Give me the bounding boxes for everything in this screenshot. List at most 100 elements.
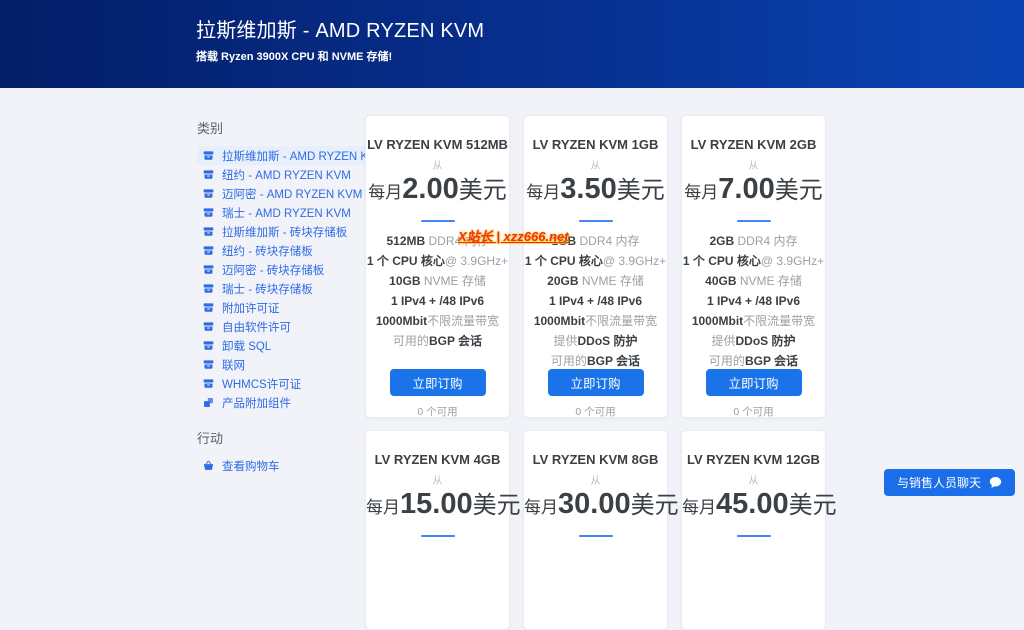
sidebar-item[interactable]: 产品附加组件 xyxy=(197,393,300,412)
plan-feature: 可用的BGP 会话 xyxy=(392,334,483,348)
price-suffix: 美元 xyxy=(458,177,507,204)
plan-title: LV RYZEN KVM 512MB xyxy=(367,137,508,152)
plan-title: LV RYZEN KVM 8GB xyxy=(532,452,659,467)
sidebar-item-label: 拉斯维加斯 - 砖块存储板 xyxy=(222,226,348,239)
order-area: 立即订购 0 个可用 xyxy=(524,369,667,419)
sidebar-item-label: 自由软件许可 xyxy=(222,321,291,334)
sidebar-item[interactable]: 纽约 - AMD RYZEN KVM xyxy=(197,165,360,184)
category-list: 拉斯维加斯 - AMD RYZEN KVM 纽约 - AMD RYZEN KVM 迈… xyxy=(197,146,395,412)
sidebar-item-label: 卸载 SQL xyxy=(222,340,272,353)
archive-icon xyxy=(203,359,214,370)
plan-from-label: 从 xyxy=(590,161,601,172)
sidebar-item-label: 瑞士 - 砖块存储板 xyxy=(222,283,313,296)
sidebar-item[interactable]: 拉斯维加斯 - 砖块存储板 xyxy=(197,222,356,241)
plan-feature: 1000Mbit不限流量带宽 xyxy=(375,314,500,328)
plan-from-label: 从 xyxy=(748,476,759,487)
price-value: 2.00 xyxy=(402,173,459,205)
price-value: 30.00 xyxy=(558,488,631,520)
archive-icon xyxy=(203,226,214,237)
price-suffix: 美元 xyxy=(630,492,679,519)
page-title: 拉斯维加斯 - AMD RYZEN KVM xyxy=(196,20,485,42)
sidebar-item[interactable]: 联网 xyxy=(197,355,254,374)
order-area: 立即订购 0 个可用 xyxy=(366,369,509,419)
plan-feature: 10GB NVME 存储 xyxy=(389,274,486,288)
plan-feature: 1000Mbit不限流量带宽 xyxy=(533,314,658,328)
plan-feature: 1GB DDR4 内存 xyxy=(551,234,640,248)
order-now-button[interactable]: 立即订购 xyxy=(547,369,644,396)
plan-card: LV RYZEN KVM 1GB 从每月3.50美元 1GB DDR4 内存 1 个 … xyxy=(523,115,668,418)
sidebar-item-label: 拉斯维加斯 - AMD RYZEN KVM xyxy=(222,150,386,163)
plan-divider xyxy=(420,220,455,222)
plan-card: LV RYZEN KVM 12GB 从每月45.00美元 xyxy=(681,430,837,630)
plan-card: LV RYZEN KVM 512MB 从每月2.00美元 512MB DDR4 内存… xyxy=(365,115,510,418)
action-list: 查看购物车 xyxy=(197,456,347,475)
order-area: 立即订购 0 个可用 xyxy=(682,369,825,419)
sidebar-item-label: 附加许可证 xyxy=(222,302,280,315)
plan-from-label: 从 xyxy=(748,161,759,172)
sidebar-item[interactable]: 迈阿密 - AMD RYZEN KVM xyxy=(197,184,371,203)
sidebar-item[interactable]: 自由软件许可 xyxy=(197,317,300,336)
plan-divider xyxy=(420,535,455,537)
archive-icon xyxy=(203,264,214,275)
price-prefix: 每月 xyxy=(368,183,403,202)
price-prefix: 每月 xyxy=(366,498,400,517)
plan-feature: 1 IPv4 + /48 IPv6 xyxy=(706,294,801,308)
plan-title: LV RYZEN KVM 12GB xyxy=(687,452,820,467)
archive-icon xyxy=(203,169,214,180)
plan-feature: 1 个 CPU 核心@ 3.9GHz+ xyxy=(682,254,825,268)
availability-label: 0 个可用 xyxy=(417,406,458,418)
plan-feature: 512MB DDR4 内存 xyxy=(386,234,489,248)
plan-price: 每月3.50美元 xyxy=(524,172,667,211)
price-suffix: 美元 xyxy=(616,177,665,204)
sidebar-item[interactable]: 瑞士 - AMD RYZEN KVM xyxy=(197,203,360,222)
sidebar-item-label: 迈阿密 - AMD RYZEN KVM xyxy=(222,188,363,201)
sidebar-item[interactable]: 拉斯维加斯 - AMD RYZEN KVM xyxy=(197,146,395,165)
chat-with-sales-button[interactable]: 与销售人员聊天 xyxy=(883,469,1015,496)
action-item-label: 查看购物车 xyxy=(222,460,280,473)
plan-features: 1GB DDR4 内存 1 个 CPU 核心@ 3.9GHz+ 20GB NVME … xyxy=(524,231,667,371)
archive-icon xyxy=(203,340,214,351)
order-now-button[interactable]: 立即订购 xyxy=(705,369,802,396)
plan-feature: 提供DDoS 防护 xyxy=(553,334,638,348)
sidebar-item[interactable]: 纽约 - 砖块存储板 xyxy=(197,241,322,260)
plan-feature: 1000Mbit不限流量带宽 xyxy=(691,314,816,328)
availability-label: 0 个可用 xyxy=(575,406,616,418)
sidebar-item[interactable]: 迈阿密 - 砖块存储板 xyxy=(197,260,333,279)
plan-price: 每月45.00美元 xyxy=(682,487,837,526)
page-header: 拉斯维加斯 - AMD RYZEN KVM 搭载 Ryzen 3900X CPU… xyxy=(0,0,1024,88)
plan-price: 每月2.00美元 xyxy=(366,172,509,211)
sidebar-item[interactable]: 卸载 SQL xyxy=(197,336,280,355)
plan-divider xyxy=(578,220,613,222)
sidebar-item-label: 产品附加组件 xyxy=(222,397,291,410)
order-now-button[interactable]: 立即订购 xyxy=(389,369,486,396)
plan-feature: 可用的BGP 会话 xyxy=(550,354,641,368)
plan-title: LV RYZEN KVM 4GB xyxy=(374,452,501,467)
plans-row-1: LV RYZEN KVM 512MB 从每月2.00美元 512MB DDR4 内存… xyxy=(365,115,826,418)
page-subtitle: 搭载 Ryzen 3900X CPU 和 NVME 存储! xyxy=(196,51,393,63)
sidebar-item-label: 迈阿密 - 砖块存储板 xyxy=(222,264,325,277)
chat-bubble-icon xyxy=(989,476,1002,489)
sidebar-item[interactable]: 瑞士 - 砖块存储板 xyxy=(197,279,322,298)
sidebar-item-label: 联网 xyxy=(222,359,245,372)
sidebar-item-label: WHMCS许可证 xyxy=(222,378,302,391)
plan-features: 2GB DDR4 内存 1 个 CPU 核心@ 3.9GHz+ 40GB NVME … xyxy=(682,231,825,371)
plan-feature: 1 个 CPU 核心@ 3.9GHz+ xyxy=(524,254,667,268)
price-value: 45.00 xyxy=(716,488,789,520)
plan-from-label: 从 xyxy=(590,476,601,487)
plan-price: 每月15.00美元 xyxy=(366,487,521,526)
archive-icon xyxy=(203,188,214,199)
sidebar-item[interactable]: 附加许可证 xyxy=(197,298,289,317)
sidebar-item[interactable]: WHMCS许可证 xyxy=(197,374,310,393)
plan-feature: 1 IPv4 + /48 IPv6 xyxy=(390,294,485,308)
view-cart-link[interactable]: 查看购物车 xyxy=(197,456,289,475)
archive-icon xyxy=(203,302,214,313)
plan-feature: 40GB NVME 存储 xyxy=(705,274,802,288)
plan-feature: 2GB DDR4 内存 xyxy=(709,234,798,248)
sidebar-item-label: 纽约 - 砖块存储板 xyxy=(222,245,313,258)
plan-feature: 提供DDoS 防护 xyxy=(711,334,796,348)
price-value: 7.00 xyxy=(718,173,775,205)
plan-features: 512MB DDR4 内存 1 个 CPU 核心@ 3.9GHz+ 10GB NVM… xyxy=(366,231,509,351)
price-prefix: 每月 xyxy=(526,183,561,202)
archive-icon xyxy=(203,283,214,294)
